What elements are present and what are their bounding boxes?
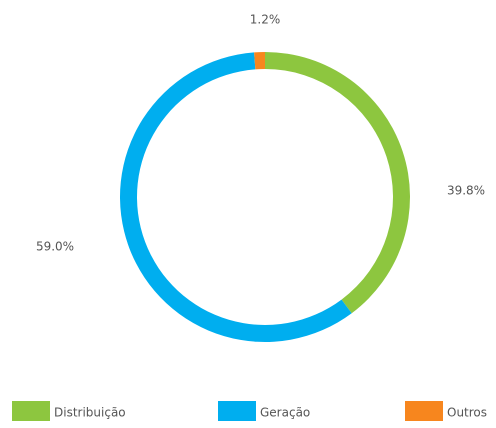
donut-slice (265, 52, 410, 314)
legend-swatch (405, 401, 443, 421)
legend-swatch (218, 401, 256, 421)
donut-slice (254, 52, 265, 70)
slice-label: 1.2% (250, 13, 281, 27)
legend-label: Outros (447, 406, 487, 420)
legend-label: Geração (260, 406, 310, 420)
slice-label: 59.0% (36, 240, 74, 254)
legend-swatch (12, 401, 50, 421)
legend-label: Distribuição (54, 406, 126, 420)
donut-slice (120, 52, 352, 343)
slice-label: 39.8% (447, 184, 485, 198)
